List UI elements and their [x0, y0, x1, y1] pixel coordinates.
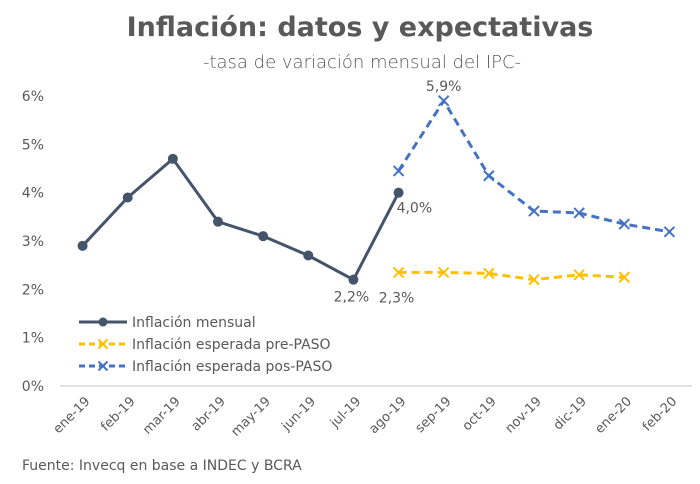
data-point — [393, 187, 404, 198]
x-marker-stroke — [528, 205, 540, 217]
x-tick-label: ene-19 — [51, 394, 94, 437]
data-point — [392, 165, 405, 177]
x-marker-stroke — [392, 266, 405, 279]
x-tick-label: feb-19 — [98, 394, 138, 434]
source-note: Fuente: Invecq en base a INDEC y BCRA — [22, 458, 302, 474]
series-inflaci-n-esperada-pos-paso — [392, 95, 676, 238]
x-axis: ene-19 feb-19 mar-19 abr-19 may-19 jun-19 jul-… — [51, 394, 681, 439]
legend-item: Inflación esperada pre-PASO — [79, 337, 331, 353]
chart-subtitle: -tasa de variación mensual del IPC- — [203, 52, 521, 73]
x-tick-label: abr-19 — [189, 394, 229, 434]
data-point — [618, 218, 630, 230]
x-tick-label: ene-20 — [592, 394, 635, 437]
data-label: 2,2% — [334, 290, 370, 306]
data-point — [303, 250, 314, 261]
data-point — [438, 266, 450, 279]
legend-label: Inflación mensual — [132, 315, 256, 331]
data-point — [348, 274, 359, 285]
data-point — [122, 192, 133, 203]
data-point — [663, 226, 676, 238]
y-tick-label: 6% — [22, 89, 44, 105]
x-marker-stroke — [483, 267, 495, 280]
x-marker-stroke — [573, 269, 585, 281]
series-inflaci-n-esperada-pre-paso — [392, 266, 630, 286]
x-marker-stroke — [97, 360, 109, 372]
x-marker-stroke — [392, 165, 405, 177]
data-point — [258, 231, 269, 242]
x-tick-label: sep-19 — [413, 394, 455, 436]
x-tick-label: nov-19 — [503, 394, 545, 436]
data-point — [167, 153, 178, 164]
data-label: 2,3% — [379, 290, 415, 306]
x-tick-label: jul-19 — [327, 394, 364, 431]
chart-title: Inflación: datos y expectativas — [127, 12, 594, 43]
data-point — [213, 216, 223, 227]
data-point — [528, 273, 540, 286]
data-point — [573, 269, 585, 281]
series-line — [81, 157, 400, 282]
data-point — [483, 267, 495, 280]
y-tick-label: 1% — [22, 331, 44, 347]
legend-label: Inflación esperada pos-PASO — [132, 359, 332, 375]
y-tick-label: 4% — [22, 186, 44, 202]
data-labels: 5,9% 4,0% 2,2% 2,3% — [334, 79, 462, 307]
data-point — [392, 266, 405, 279]
data-point — [573, 207, 585, 219]
legend: Inflación mensual Inflación esperada pre-… — [79, 315, 332, 375]
data-point — [77, 240, 88, 251]
x-tick-label: oct-19 — [460, 394, 500, 434]
x-marker-stroke — [618, 271, 630, 283]
y-tick-label: 5% — [22, 137, 44, 153]
legend-label: Inflación esperada pre-PASO — [132, 337, 331, 353]
x-tick-label: ago-19 — [367, 394, 410, 437]
x-marker-stroke — [573, 207, 585, 219]
legend-item: Inflación mensual — [79, 315, 256, 331]
y-tick-label: 0% — [22, 379, 44, 395]
y-axis: 0% 1% 2% 3% 4% 5% 6% — [22, 89, 44, 395]
legend-item: Inflación esperada pos-PASO — [79, 359, 332, 375]
x-marker-stroke — [438, 266, 450, 279]
legend-marker — [98, 317, 108, 327]
data-label: 5,9% — [426, 79, 462, 95]
series-inflaci-n-mensual — [77, 153, 404, 285]
data-point — [528, 205, 540, 217]
legend-marker — [97, 360, 109, 372]
x-marker-stroke — [97, 338, 109, 350]
data-label: 4,0% — [397, 201, 433, 217]
y-tick-label: 2% — [22, 282, 44, 298]
x-tick-label: mar-19 — [140, 394, 183, 437]
series-line — [398, 270, 625, 282]
x-marker-stroke — [438, 95, 450, 107]
data-point — [483, 170, 495, 182]
x-tick-label: feb-20 — [640, 394, 680, 434]
x-marker-stroke — [663, 226, 676, 238]
x-marker-stroke — [618, 218, 630, 230]
data-point — [438, 95, 450, 107]
legend-marker — [97, 338, 109, 350]
y-tick-label: 3% — [22, 234, 44, 250]
x-tick-label: jun-19 — [279, 394, 320, 435]
data-point — [618, 271, 630, 283]
x-tick-label: dic-19 — [551, 394, 590, 433]
x-marker-stroke — [483, 170, 495, 182]
series-layer — [77, 95, 676, 286]
x-tick-label: may-19 — [228, 394, 273, 439]
x-marker-stroke — [528, 273, 540, 286]
